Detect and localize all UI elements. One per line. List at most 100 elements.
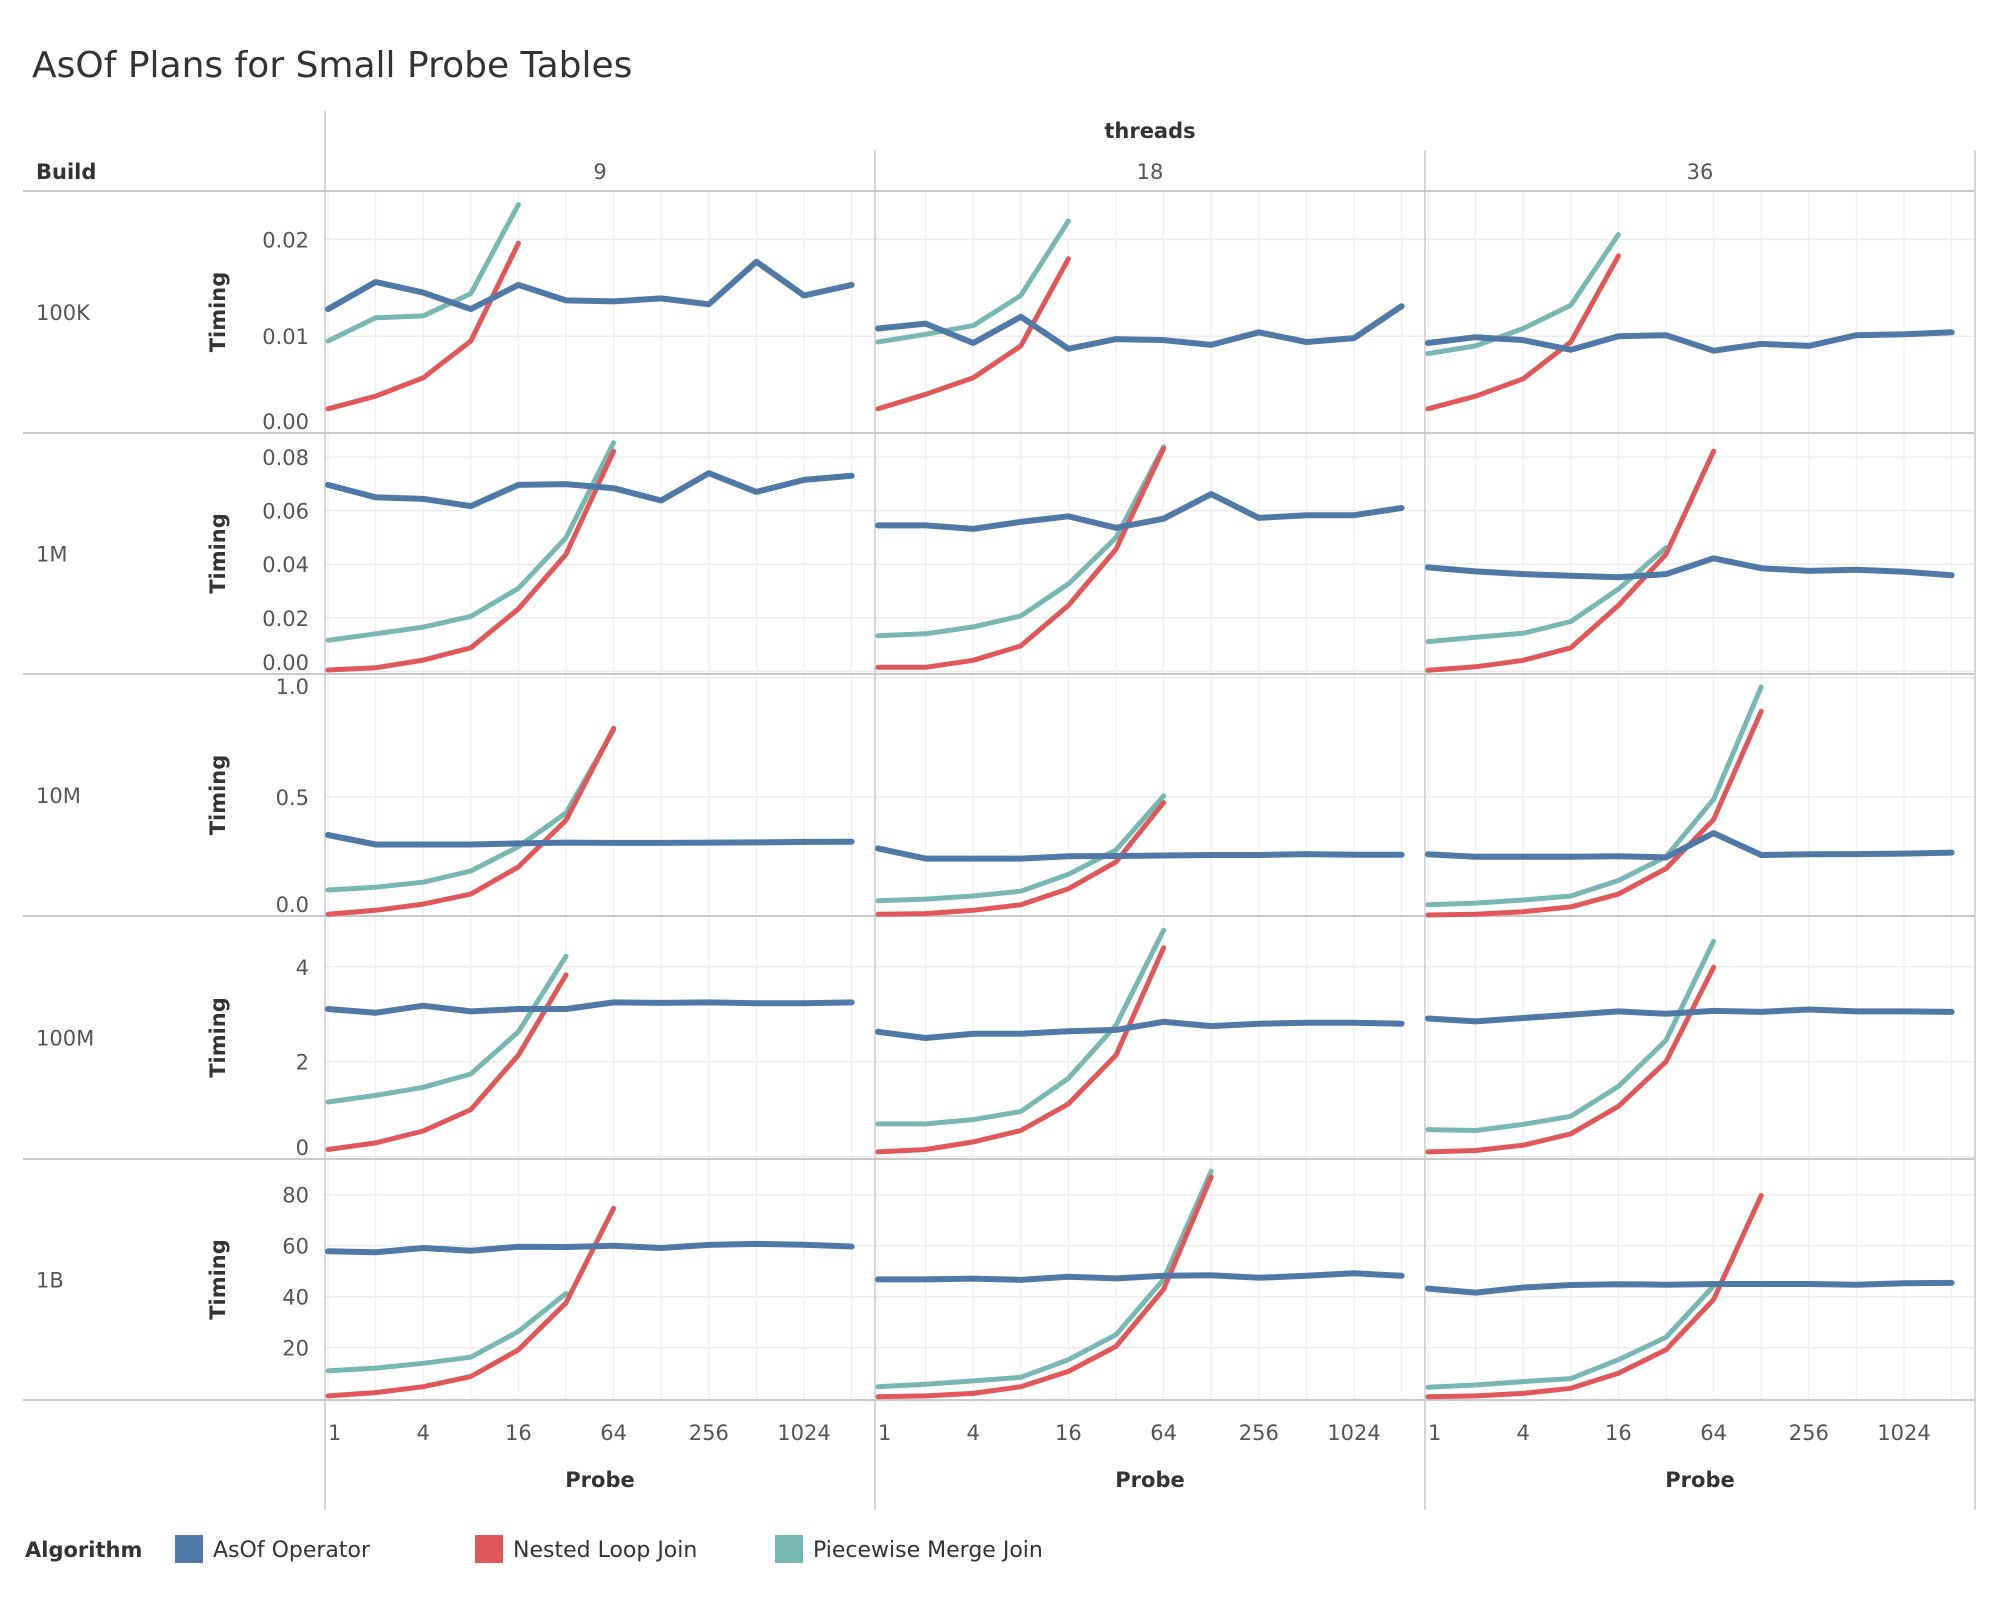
series-line-asof-operator-10M-9 [325, 832, 855, 848]
legend-label: AsOf Operator [213, 1538, 371, 1563]
chart-title: AsOf Plans for Small Probe Tables [32, 45, 632, 86]
series-line-piecewise-merge-join-100K-18 [875, 218, 1071, 345]
x-tick-label: 16 [1055, 1421, 1082, 1445]
y-axis-label: Timing [206, 1239, 230, 1320]
series-line-nested-loop-join-100M-36 [1425, 964, 1717, 1155]
x-tick-label: 1 [878, 1421, 891, 1445]
x-tick-label: 1024 [777, 1421, 830, 1445]
x-axis-label: Probe [1115, 1468, 1184, 1492]
series-line-nested-loop-join-1B-9 [325, 1205, 617, 1399]
series-line-nested-loop-join-10M-9 [325, 725, 617, 917]
x-axis-label: Probe [1665, 1468, 1734, 1492]
series-line-piecewise-merge-join-10M-36 [1425, 684, 1764, 908]
series-line-asof-operator-100K-36 [1425, 329, 1955, 354]
series-line-piecewise-merge-join-1B-36 [1425, 1283, 1717, 1390]
series-line-nested-loop-join-100M-9 [325, 972, 569, 1152]
x-tick-label: 16 [505, 1421, 532, 1445]
series-line-asof-operator-100M-18 [875, 1018, 1405, 1041]
y-axis-label: Timing [206, 513, 230, 594]
row-header-10M: 10M [36, 784, 81, 808]
series-line-asof-operator-100M-9 [325, 999, 855, 1016]
grid-layer [325, 191, 1975, 1400]
series-line-piecewise-merge-join-1M-18 [875, 444, 1167, 639]
series-line-nested-loop-join-10M-36 [1425, 708, 1764, 918]
y-tick-label: 1.0 [276, 675, 309, 699]
series-line-nested-loop-join-100K-18 [875, 256, 1071, 412]
y-tick-label: 60 [282, 1235, 309, 1259]
series-line-asof-operator-1B-36 [1425, 1279, 1955, 1296]
series-line-asof-operator-100K-9 [325, 258, 855, 313]
series-line-piecewise-merge-join-100K-9 [325, 202, 521, 344]
x-tick-label: 64 [1700, 1421, 1727, 1445]
column-facet-label: threads [1104, 119, 1195, 143]
y-tick-label: 0.06 [262, 500, 309, 524]
legend-item-piecewise-merge-join[interactable]: Piecewise Merge Join [775, 1535, 1043, 1563]
legend: Algorithm AsOf Operator Nested Loop Join… [25, 1535, 1043, 1563]
y-tick-label: 2 [296, 1051, 309, 1075]
y-tick-label: 0.02 [262, 228, 309, 252]
column-header-9: 9 [593, 160, 606, 184]
x-tick-label: 256 [689, 1421, 729, 1445]
series-line-nested-loop-join-100M-18 [875, 945, 1167, 1155]
legend-label: Piecewise Merge Join [813, 1538, 1043, 1563]
y-axis-label: Timing [206, 997, 230, 1078]
legend-label: Nested Loop Join [513, 1538, 697, 1563]
y-tick-label: 0.01 [262, 325, 309, 349]
series-line-nested-loop-join-100K-36 [1425, 253, 1621, 412]
series-line-asof-operator-10M-36 [1425, 830, 1955, 861]
legend-item-asof-operator[interactable]: AsOf Operator [175, 1535, 371, 1563]
series-line-piecewise-merge-join-1B-18 [875, 1168, 1214, 1390]
x-tick-label: 4 [967, 1421, 980, 1445]
y-tick-label: 0.00 [262, 651, 309, 675]
y-axis-label: Timing [206, 755, 230, 836]
legend-item-nested-loop-join[interactable]: Nested Loop Join [475, 1535, 697, 1563]
row-header-1M: 1M [36, 543, 67, 567]
y-tick-label: 40 [282, 1286, 309, 1310]
series-line-asof-operator-100K-18 [875, 303, 1405, 352]
legend-swatch [775, 1535, 803, 1563]
row-header-100K: 100K [36, 301, 91, 325]
y-tick-label: 0.08 [262, 446, 309, 470]
series-line-piecewise-merge-join-1M-9 [325, 440, 617, 643]
y-tick-label: 80 [282, 1184, 309, 1208]
legend-swatch [175, 1535, 203, 1563]
x-tick-label: 64 [1150, 1421, 1177, 1445]
series-line-nested-loop-join-1M-9 [325, 448, 617, 673]
x-tick-label: 4 [1517, 1421, 1530, 1445]
x-tick-label: 1024 [1327, 1421, 1380, 1445]
x-tick-label: 1 [328, 1421, 341, 1445]
y-tick-label: 0.0 [276, 893, 309, 917]
x-tick-label: 256 [1789, 1421, 1829, 1445]
series-line-nested-loop-join-1B-18 [875, 1174, 1214, 1400]
row-header-100M: 100M [36, 1027, 94, 1051]
series-line-nested-loop-join-10M-18 [875, 800, 1167, 917]
column-header-18: 18 [1137, 160, 1164, 184]
series-line-piecewise-merge-join-100M-9 [325, 953, 569, 1105]
y-tick-label: 0.02 [262, 607, 309, 631]
x-tick-label: 256 [1239, 1421, 1279, 1445]
legend-swatch [475, 1535, 503, 1563]
legend-title: Algorithm [25, 1538, 142, 1562]
frame-layer [23, 111, 1976, 1510]
row-header-1B: 1B [36, 1269, 64, 1293]
series-line-nested-loop-join-100K-9 [325, 240, 521, 412]
series-line-piecewise-merge-join-100M-36 [1425, 938, 1717, 1133]
series-line-asof-operator-1M-9 [325, 470, 855, 510]
series-line-asof-operator-100M-36 [1425, 1006, 1955, 1025]
series-line-piecewise-merge-join-100K-36 [1425, 232, 1621, 357]
series-line-piecewise-merge-join-1M-36 [1425, 545, 1669, 645]
series-line-asof-operator-1M-18 [875, 491, 1405, 532]
x-axis-label: Probe [565, 1468, 634, 1492]
series-line-piecewise-merge-join-100M-18 [875, 927, 1167, 1127]
y-axis-label: Timing [206, 272, 230, 353]
x-tick-label: 16 [1605, 1421, 1632, 1445]
y-tick-label: 0.00 [262, 410, 309, 434]
series-line-nested-loop-join-1M-18 [875, 446, 1167, 670]
y-tick-label: 4 [296, 956, 309, 980]
y-tick-label: 20 [282, 1337, 309, 1361]
x-tick-label: 64 [600, 1421, 627, 1445]
y-tick-label: 0.04 [262, 553, 309, 577]
series-line-nested-loop-join-1B-36 [1425, 1193, 1764, 1400]
series-line-asof-operator-1B-9 [325, 1240, 855, 1256]
